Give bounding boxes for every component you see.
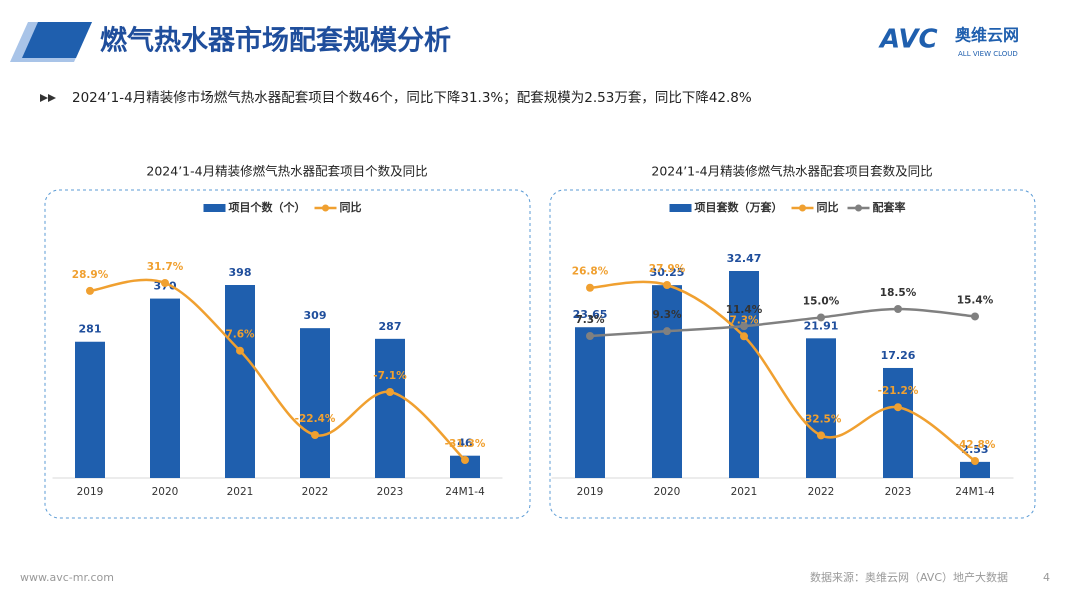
data-label: -21.2% [878,385,919,397]
legend-label: 同比 [817,200,839,214]
x-tick-label: 24M1-4 [955,486,995,498]
line-point [740,322,748,331]
line-point [161,279,169,287]
line-point [663,281,671,289]
data-label: 15.0% [803,295,840,307]
chart-title: 2024’1-4月精装修燃气热水器配套项目套数及同比 [651,164,932,179]
bar [575,327,605,478]
line [89,278,466,461]
data-label: -7.1% [373,370,407,382]
line-point [386,388,394,397]
logo-mark: AVC [878,25,938,55]
x-tick-label: 2022 [302,486,329,498]
data-label: 27.9% [649,263,686,275]
chart-title: 2024’1-4月精装修燃气热水器配套项目个数及同比 [146,164,427,179]
x-tick-label: 2019 [577,486,604,498]
line-point [817,313,825,322]
bar-label: 2.53 [961,443,988,456]
legend-swatch [669,204,692,212]
bar-label: 32.47 [727,252,762,265]
x-tick-label: 24M1-4 [445,486,485,498]
logo-tagline: ALL VIEW CLOUD [958,50,1018,58]
line-point [971,312,979,321]
legend-swatch [322,204,329,212]
bar [883,367,913,478]
data-label: 7.6% [225,329,255,341]
bar-label: 30.25 [650,266,685,279]
data-label: 15.4% [957,294,994,306]
bar [375,338,405,478]
bar [300,328,330,478]
bar [450,455,480,478]
data-label: 11.4% [726,304,763,316]
footer-url: www.avc-mr.com [20,571,114,584]
data-label: 18.5% [880,287,917,299]
x-tick-label: 2021 [731,486,758,498]
bullet-icon [40,94,56,102]
summary-text: 2024’1-4月精装修市场燃气热水器配套项目个数46个，同比下降31.3%；配… [72,89,752,106]
bar-label: 17.26 [881,349,916,362]
bar [75,341,105,478]
line [589,307,976,338]
bar-label: 23.65 [573,308,608,321]
page-number: 4 [1043,571,1050,584]
legend-label: 项目个数（个） [229,200,306,214]
chart-frame [549,189,1036,519]
line-point [586,283,594,292]
bar [960,461,990,478]
x-tick-label: 2023 [885,486,912,498]
bar [225,285,255,478]
line-point [971,457,979,465]
legend-swatch [855,204,862,212]
legend-swatch [799,204,806,212]
x-tick-label: 2023 [377,486,404,498]
x-tick-label: 2020 [152,486,179,498]
data-label: -42.8% [955,439,996,451]
x-tick-label: 2020 [654,486,681,498]
data-label: -31.3% [445,438,486,450]
bar-label: 287 [379,320,402,333]
footer-source: 数据来源：奥维云网（AVC）地产大数据 [810,570,1008,584]
line-point [894,305,902,313]
bar [150,298,180,478]
data-label: 28.9% [72,269,109,281]
data-label: -22.4% [295,413,336,425]
bar-label: 46 [457,437,473,450]
line-point [86,286,94,295]
line-point [663,327,671,336]
legend-label: 配套率 [873,200,906,214]
data-label: 7.3% [575,314,605,326]
legend-label: 项目套数（万套） [695,200,783,214]
bar [806,338,836,478]
line-point [236,346,244,355]
line-point [311,430,319,439]
data-label: 26.8% [572,266,609,278]
x-tick-label: 2021 [227,486,254,498]
line-point [894,403,902,412]
data-label: 9.3% [652,309,682,321]
bar-label: 281 [79,323,102,336]
bar [652,285,682,478]
bar-label: 21.91 [804,319,839,332]
data-label: 31.7% [147,261,184,273]
line-point [740,332,748,341]
bar-label: 398 [229,266,252,279]
slide-title: 燃气热水器市场配套规模分析 [100,25,451,57]
legend-swatch [203,204,226,212]
chart-frame [44,189,531,519]
line-point [461,456,469,464]
bar-label: 309 [304,309,327,322]
line-point [817,431,825,440]
legend-label: 同比 [340,200,362,214]
line-point [586,332,594,340]
data-label: 7.3% [729,314,759,326]
data-label: -32.5% [801,413,842,425]
bar [729,271,759,478]
logo-name: 奥维云网 [955,26,1019,45]
x-tick-label: 2022 [808,486,835,498]
x-tick-label: 2019 [77,486,104,498]
banner-shape [22,22,92,58]
